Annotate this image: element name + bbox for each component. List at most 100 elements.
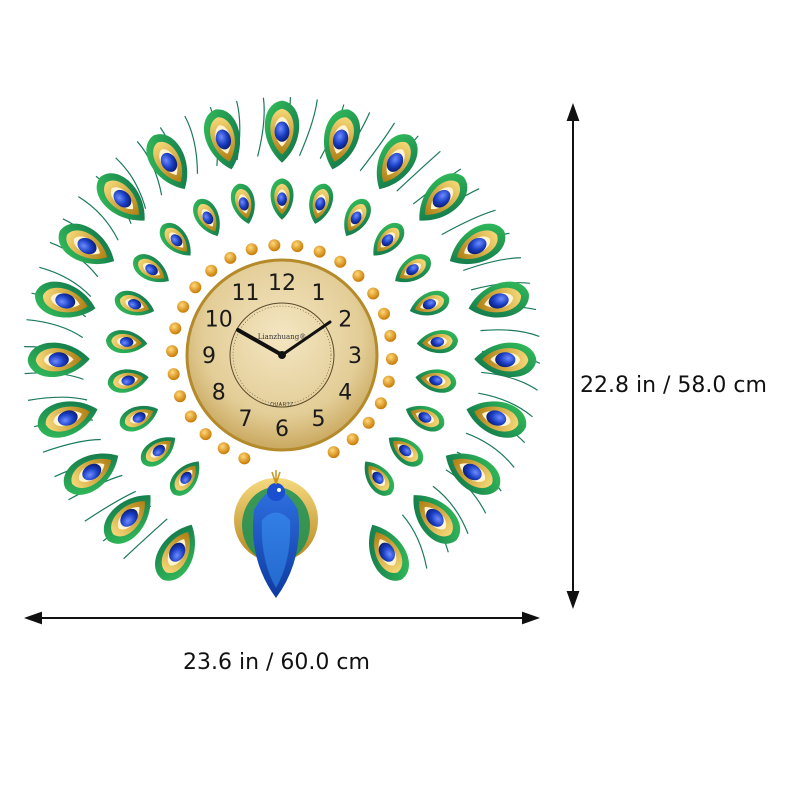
sapphire-gem <box>422 299 436 310</box>
amber-bead <box>346 433 359 446</box>
quartz-text: QUARTZ <box>270 402 293 408</box>
feather-wisp <box>42 438 101 453</box>
inner-feather <box>106 330 148 353</box>
sapphire-gem <box>332 129 349 150</box>
outer-feather <box>369 524 409 581</box>
sapphire-gem <box>381 234 394 247</box>
feather-wisp <box>441 209 496 236</box>
outer-feather <box>35 281 96 318</box>
feather-wisp <box>257 97 265 157</box>
outer-feather <box>413 495 461 544</box>
amber-bead <box>245 243 258 256</box>
sapphire-gem <box>429 375 443 386</box>
sapphire-gem <box>121 375 135 386</box>
feather-wisp <box>480 329 540 337</box>
sapphire-gem <box>120 508 138 527</box>
amber-bead <box>205 264 218 277</box>
sapphire-gem <box>430 336 445 347</box>
sapphire-gem <box>145 264 158 276</box>
feather-wisp <box>465 432 515 468</box>
amber-bead <box>385 352 398 365</box>
sapphire-gem <box>119 336 134 347</box>
outer-feather <box>96 173 145 221</box>
outer-feather <box>419 173 468 221</box>
sapphire-gem <box>180 471 192 484</box>
outer-feather <box>324 109 361 170</box>
inner-feather <box>388 437 424 467</box>
feather-wisp <box>463 257 521 272</box>
inner-feather <box>344 198 371 237</box>
outer-feather <box>103 495 151 544</box>
sapphire-gem <box>170 234 183 247</box>
dial-numeral: 5 <box>312 407 326 432</box>
inner-feather <box>115 290 155 316</box>
outer-feather <box>63 453 119 495</box>
sapphire-gem <box>488 293 509 309</box>
feather-wisp <box>123 518 168 560</box>
sapphire-gem <box>277 192 287 206</box>
sapphire-gem <box>160 152 178 172</box>
outer-feather <box>474 342 537 378</box>
amber-bead <box>184 410 197 423</box>
feather-wisp <box>432 485 469 534</box>
feather-wisp <box>27 396 88 401</box>
outer-feather <box>468 281 529 318</box>
dial-numeral: 1 <box>312 281 326 306</box>
sapphire-gem <box>77 237 97 255</box>
sapphire-gem <box>238 197 249 211</box>
feather-wisp <box>396 150 441 192</box>
sapphire-gem <box>486 410 507 426</box>
outer-feather <box>264 100 300 163</box>
amber-bead <box>224 251 237 264</box>
peacock-pendulum <box>234 470 318 598</box>
brand-text: Lianzhuang® <box>258 333 306 341</box>
feather-wisp <box>84 490 136 522</box>
sapphire-gem <box>152 444 165 457</box>
amber-bead <box>291 240 304 253</box>
outer-feather-ring <box>27 100 537 581</box>
amber-bead <box>384 329 397 342</box>
sapphire-gem <box>274 121 290 142</box>
dial-numeral: 10 <box>205 308 233 333</box>
hour-hand <box>236 328 284 357</box>
dial-numeral: 6 <box>275 417 289 442</box>
inner-feather-ring <box>106 178 458 496</box>
inner-feather <box>395 254 431 283</box>
inner-feather <box>309 183 334 224</box>
sapphire-gem <box>202 211 214 225</box>
amber-bead <box>362 416 375 429</box>
sapphire-gem <box>386 152 404 172</box>
inner-feather <box>193 198 220 237</box>
width-dimension-arrow <box>24 611 540 625</box>
inner-feather <box>415 369 457 393</box>
dial-numeral: 11 <box>232 281 260 306</box>
inner-feather <box>159 223 191 256</box>
dial-numeral: 9 <box>202 344 216 369</box>
sapphire-gem <box>462 463 482 481</box>
amber-bead <box>199 428 212 441</box>
dial-numeral: 7 <box>239 407 253 432</box>
inner-feather <box>133 254 169 283</box>
sapphire-gem <box>406 264 419 276</box>
height-label: 22.8 in / 58.0 cm <box>580 373 767 398</box>
amber-bead <box>169 322 182 335</box>
sapphire-gem <box>82 463 102 481</box>
inner-feather <box>169 461 200 496</box>
amber-bead <box>166 345 179 358</box>
inner-feather <box>140 437 176 467</box>
sapphire-gem <box>169 542 186 562</box>
sapphire-gem <box>128 299 142 310</box>
feather-wisp <box>39 266 92 297</box>
outer-feather <box>27 342 90 378</box>
feather-wisp <box>298 99 318 157</box>
sapphire-gem <box>57 410 78 426</box>
feather-wisp <box>481 371 538 391</box>
outer-feather <box>466 401 527 438</box>
inner-feather <box>107 369 149 393</box>
sapphire-gem <box>113 189 132 208</box>
outer-feather <box>37 401 98 438</box>
feather-wisp <box>401 514 428 569</box>
sapphire-gem <box>418 412 432 423</box>
